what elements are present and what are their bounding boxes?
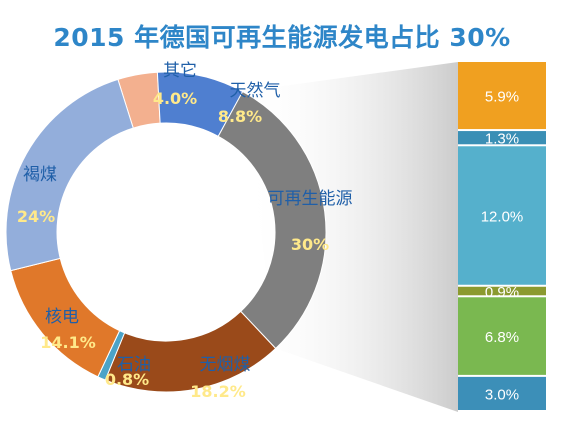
donut-label-value-2: 30% (291, 235, 329, 254)
stacked-bar-label-1: 1.3% (485, 131, 519, 148)
donut-label-name-0: 其它 (163, 61, 197, 81)
stacked-bar-label-3: 0.9% (485, 284, 519, 301)
stacked-bar: 5.9% 1.3% 12.0% 0.9% 6.8% 3.0% (458, 62, 546, 412)
stacked-bar-segment-5 (458, 376, 546, 410)
stacked-bar-label-5: 3.0% (485, 386, 519, 403)
donut-slice-2 (217, 90, 327, 350)
donut-label-value-5: 14.1% (40, 333, 96, 352)
stacked-bar-segment-0 (458, 62, 546, 130)
stacked-bar-label-2: 12.0% (481, 209, 524, 226)
stacked-bar-label-0: 5.9% (485, 89, 519, 106)
page-title: 2015 年德国可再生能源发电占比 30% (53, 23, 511, 52)
donut-label-name-2: 可再生能源 (268, 189, 353, 209)
stacked-bar-segment-1 (458, 131, 546, 145)
donut-label-value-1: 8.8% (218, 107, 262, 126)
donut-slice-6 (5, 78, 134, 272)
donut-chart (5, 71, 327, 393)
donut-label-name-3: 无烟煤 (200, 355, 251, 375)
stacked-bar-segment-4 (458, 297, 546, 375)
donut-label-name-6: 褐煤 (23, 165, 57, 185)
stacked-bar-segment-3 (458, 286, 546, 296)
donut-label-name-1: 天然气 (230, 81, 281, 101)
stacked-bar-segment-2 (458, 146, 546, 285)
donut-label-value-4: 0.8% (105, 370, 149, 389)
donut-label-value-6: 24% (17, 207, 55, 226)
donut-label-name-5: 核电 (45, 307, 79, 327)
donut-label-value-0: 4.0% (153, 89, 197, 108)
donut-label-value-3: 18.2% (190, 382, 246, 401)
stacked-bar-label-4: 6.8% (485, 329, 519, 346)
donut-label-name-4: 石油 (117, 355, 151, 375)
